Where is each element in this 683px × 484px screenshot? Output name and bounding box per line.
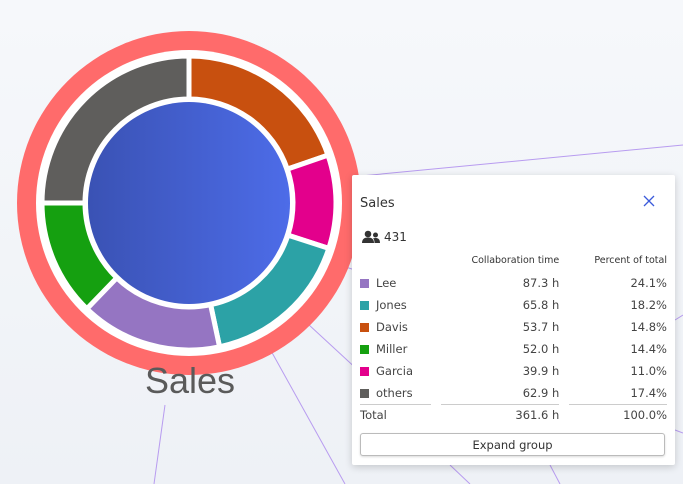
edge: [449, 464, 471, 484]
collaboration-time: 87.3 h: [522, 276, 560, 290]
total-label: Total: [360, 404, 432, 425]
people-icon: [362, 230, 380, 243]
panel-title: Sales: [360, 196, 395, 211]
legend-swatch: [360, 367, 369, 376]
group-tooltip-panel: Sales 431 Collaboration time Percent of …: [352, 175, 675, 465]
collaboration-time: 65.8 h: [522, 298, 560, 312]
legend-swatch: [360, 323, 369, 332]
member-name: Miller: [360, 338, 431, 360]
table-row: Lee 87.3 h 24.1%: [360, 272, 667, 294]
edge: [264, 339, 346, 484]
total-row: Total 361.6 h 100.0%: [360, 404, 667, 425]
total-time: 361.6 h: [441, 404, 560, 425]
segment-others: [39, 53, 192, 206]
member-count: 431: [362, 230, 407, 244]
group-label: Sales: [144, 360, 236, 401]
segment-garcia: [284, 151, 339, 252]
percent-of-total: 24.1%: [630, 276, 667, 290]
legend-swatch: [360, 301, 369, 310]
member-name-text: others: [376, 386, 413, 400]
percent-of-total: 14.4%: [630, 342, 667, 356]
member-name-text: Jones: [376, 298, 407, 312]
table-row: Garcia 39.9 h 11.0%: [360, 360, 667, 382]
collaboration-table: Collaboration time Percent of total Lee …: [360, 255, 667, 425]
percent-of-total: 18.2%: [630, 298, 667, 312]
edge: [339, 144, 683, 179]
collaboration-time: 62.9 h: [522, 386, 560, 400]
edge: [674, 314, 683, 321]
column-header-percent: Percent of total: [594, 255, 667, 266]
percent-of-total: 11.0%: [630, 364, 667, 378]
member-name-text: Davis: [376, 320, 408, 334]
member-name: others: [360, 382, 431, 404]
edge: [549, 464, 561, 484]
legend-swatch: [360, 345, 369, 354]
table-row: Miller 52.0 h 14.4%: [360, 338, 667, 360]
column-header-time: Collaboration time: [471, 255, 560, 266]
member-name: Jones: [360, 294, 431, 316]
group-center: [88, 102, 290, 304]
table-row: Jones 65.8 h 18.2%: [360, 294, 667, 316]
group-node-sales[interactable]: [17, 31, 361, 375]
collaboration-time: 53.7 h: [522, 320, 560, 334]
member-count-value: 431: [384, 230, 407, 244]
member-name: Lee: [360, 272, 431, 294]
table-row: Davis 53.7 h 14.8%: [360, 316, 667, 338]
percent-of-total: 17.4%: [630, 386, 667, 400]
member-name-text: Garcia: [376, 364, 413, 378]
close-icon[interactable]: [641, 193, 657, 209]
member-name-text: Miller: [376, 342, 408, 356]
edge: [674, 429, 683, 434]
edge: [153, 404, 166, 484]
percent-of-total: 14.8%: [630, 320, 667, 334]
table-row: others 62.9 h 17.4%: [360, 382, 667, 404]
member-name-text: Lee: [376, 276, 397, 290]
member-name: Davis: [360, 316, 431, 338]
collaboration-time: 39.9 h: [522, 364, 560, 378]
member-name: Garcia: [360, 360, 431, 382]
collaboration-time: 52.0 h: [522, 342, 560, 356]
legend-swatch: [360, 389, 369, 398]
legend-swatch: [360, 279, 369, 288]
expand-group-button[interactable]: Expand group: [360, 433, 665, 456]
total-percent: 100.0%: [569, 404, 667, 425]
